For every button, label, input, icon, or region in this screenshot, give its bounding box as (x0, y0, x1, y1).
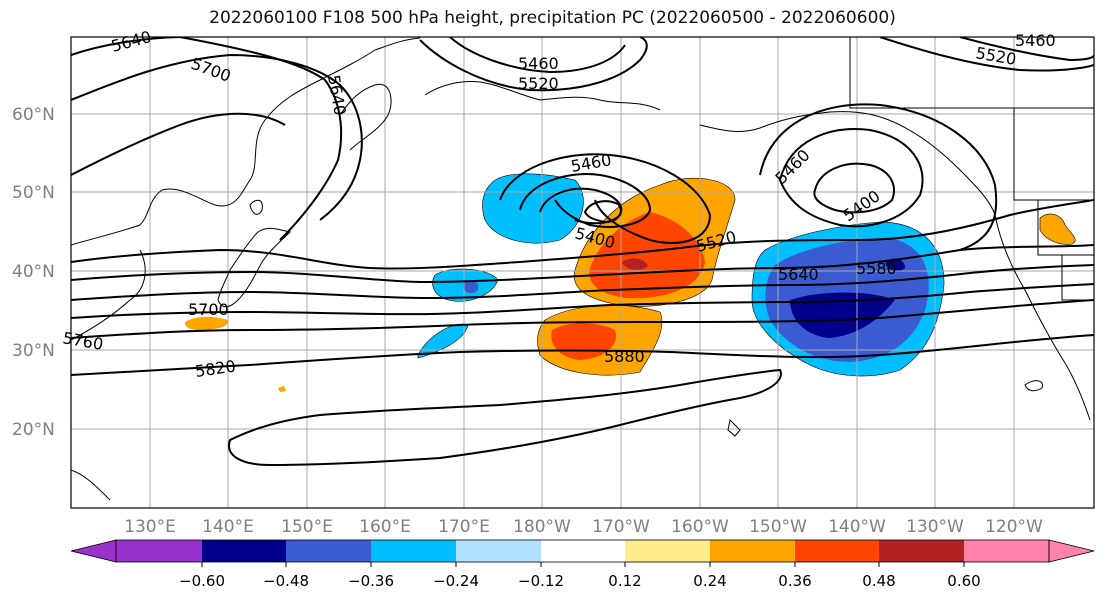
colorbar-tick-label: −0.24 (433, 572, 479, 590)
colorbar-segment (795, 540, 879, 562)
negative-anomaly-region (482, 173, 584, 244)
negative-anomaly-region (885, 258, 905, 272)
lat-label: 60°N (12, 105, 55, 125)
colorbar-tick-label: 0.36 (778, 572, 811, 590)
longitude-labels: 130°E 140°E 150°E 160°E 170°E 180°W 170°… (124, 517, 1043, 537)
positive-anomaly-region (184, 316, 229, 330)
contour-label: 5640 (778, 265, 819, 284)
lon-label: 130°W (906, 517, 964, 537)
lat-label: 50°N (12, 183, 55, 203)
lat-label: 40°N (12, 262, 55, 282)
colorbar-segment (625, 540, 710, 562)
graticule (71, 37, 1094, 508)
lon-label: 170°E (438, 517, 490, 537)
lat-label: 30°N (12, 341, 55, 361)
positive-anomaly-region (622, 258, 648, 270)
colorbar-segment (964, 540, 1049, 562)
contour-label: 5580 (856, 259, 897, 278)
colorbar-tick-label: −0.36 (348, 572, 394, 590)
colorbar-segment (286, 540, 371, 562)
contour-label: 5460 (518, 54, 559, 73)
lon-label: 160°E (359, 517, 411, 537)
colorbar-segment (456, 540, 541, 562)
latitude-labels: 60°N 50°N 40°N 30°N 20°N (12, 105, 55, 440)
colorbar-segment (202, 540, 286, 562)
contour-label: 5520 (518, 74, 559, 93)
colorbar-tick-label: 0.24 (693, 572, 726, 590)
lon-label: 180°W (513, 517, 571, 537)
colorbar-tick-label: 0.48 (862, 572, 895, 590)
colorbar-segment (371, 540, 456, 562)
colorbar-tick-label: −0.12 (518, 572, 564, 590)
colorbar: −0.60 −0.48 −0.36 −0.24 −0.12 0.12 0.24 … (70, 539, 1095, 590)
colorbar-extend-low (70, 539, 117, 563)
map-title: 2022060100 F108 500 hPa height, precipit… (209, 8, 896, 28)
positive-anomaly-region (589, 212, 705, 299)
colorbar-extend-high (1048, 539, 1095, 563)
contour-label: 5700 (188, 300, 229, 319)
lat-label: 20°N (12, 420, 55, 440)
negative-anomaly-region (790, 292, 895, 338)
colorbar-tick-label: 0.12 (608, 572, 641, 590)
lon-label: 130°E (124, 517, 176, 537)
lon-label: 140°W (828, 517, 886, 537)
colorbar-tick-label: 0.60 (947, 572, 980, 590)
map-frame (70, 36, 1095, 509)
colorbar-segment (541, 540, 625, 562)
contour-label: 5880 (604, 347, 645, 366)
contour-label: 5460 (1015, 31, 1056, 50)
height-contours (71, 37, 1094, 467)
negative-anomaly-region (462, 280, 479, 294)
colorbar-segment (879, 540, 964, 562)
lon-label: 170°W (592, 517, 650, 537)
lon-label: 160°W (671, 517, 729, 537)
positive-anomaly-region (1039, 213, 1076, 245)
lon-label: 120°W (985, 517, 1043, 537)
positive-anomaly-region (278, 386, 286, 392)
colorbar-tick-label: −0.60 (179, 572, 225, 590)
colorbar-segment (116, 540, 202, 562)
colorbar-tick-label: −0.48 (263, 572, 309, 590)
lon-label: 150°W (749, 517, 807, 537)
lon-label: 140°E (202, 517, 254, 537)
lon-label: 150°E (281, 517, 333, 537)
coastlines (71, 37, 1094, 501)
colorbar-segment (710, 540, 795, 562)
